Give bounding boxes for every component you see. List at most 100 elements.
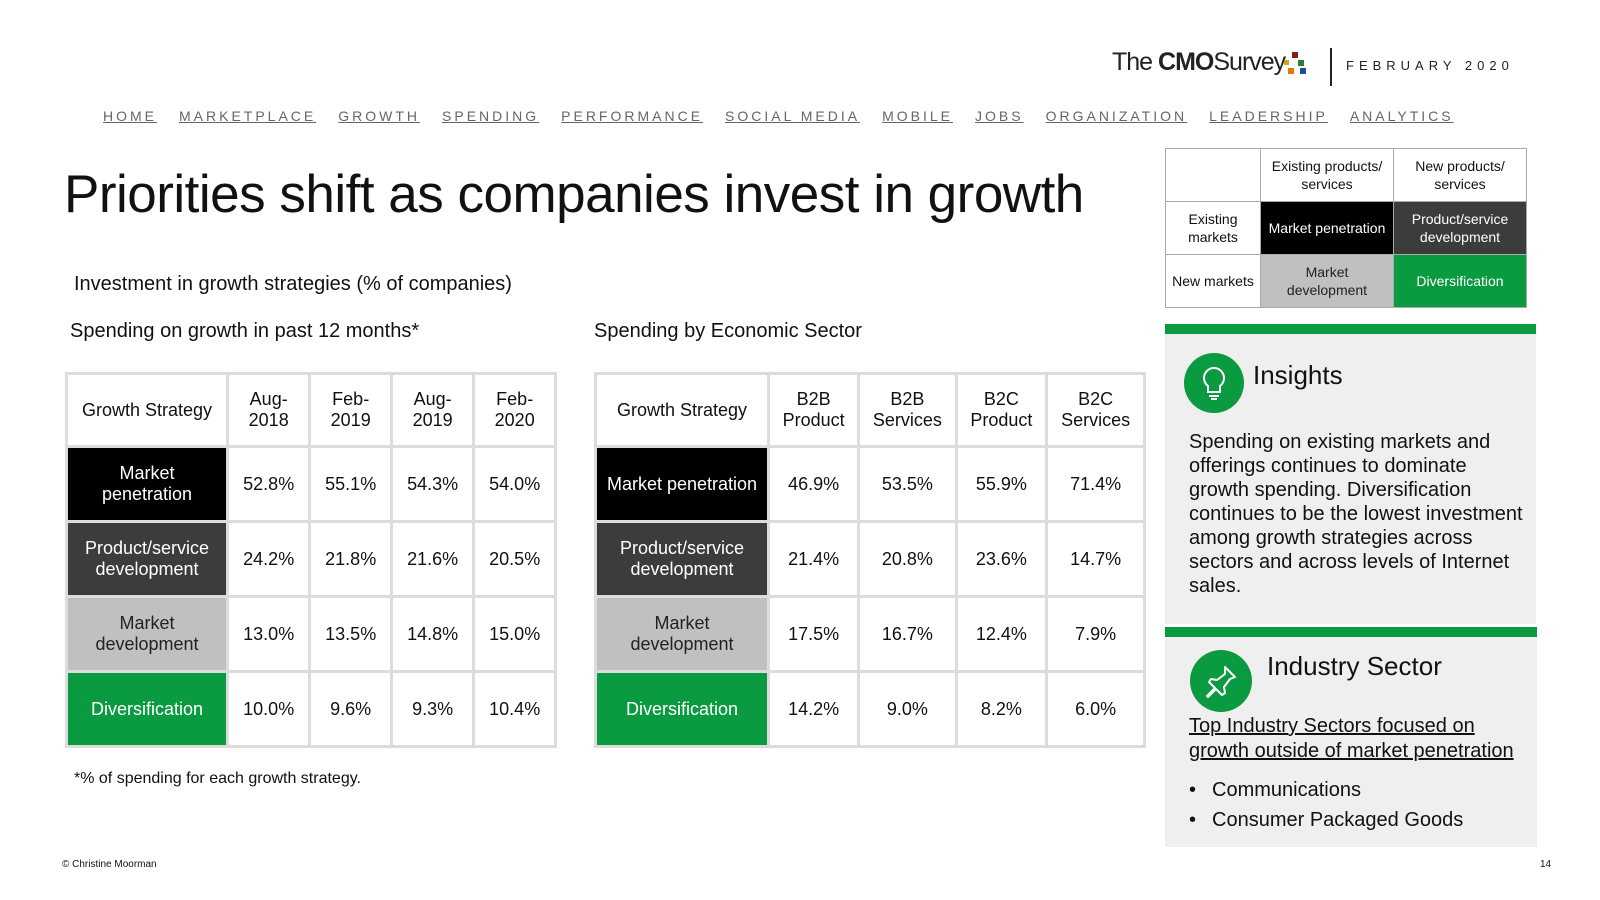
value-cell: 20.8% xyxy=(857,520,958,598)
strategy-cell: Product/service development xyxy=(65,520,229,598)
data-row: Diversification 10.0% 9.6% 9.3% 10.4% xyxy=(65,670,557,748)
matrix-cell: Product/service development xyxy=(1393,201,1527,255)
matrix-row: Existing markets Market penetration Produc… xyxy=(1165,201,1527,255)
logo-the: The xyxy=(1112,48,1153,76)
value-cell: 14.2% xyxy=(766,670,861,748)
logo-dots xyxy=(1284,52,1306,74)
header-cell: B2B Services xyxy=(857,372,958,448)
strategy-cell: Diversification xyxy=(65,670,229,748)
nav-link[interactable]: SPENDING xyxy=(442,108,540,124)
header-cell: Feb-2019 xyxy=(308,372,393,448)
value-cell: 55.1% xyxy=(308,445,393,523)
value-cell: 15.0% xyxy=(472,595,557,673)
value-cell: 6.0% xyxy=(1045,670,1146,748)
strategy-cell: Market penetration xyxy=(594,445,770,523)
insights-text: Spending on existing markets and offerin… xyxy=(1189,431,1523,597)
copyright: © Christine Moorman xyxy=(62,859,157,870)
industry-link[interactable]: Top Industry Sectors focused on growth o… xyxy=(1189,715,1514,762)
value-cell: 71.4% xyxy=(1045,445,1146,523)
industry-item: Communications xyxy=(1189,775,1463,805)
header-cell: B2B Product xyxy=(766,372,861,448)
pin-icon xyxy=(1190,650,1252,712)
value-cell: 23.6% xyxy=(954,520,1049,598)
header-cell: Growth Strategy xyxy=(65,372,229,448)
value-cell: 9.6% xyxy=(308,670,393,748)
logo-survey: Survey xyxy=(1213,48,1286,76)
growth-table: Growth Strategy Aug-2018 Feb-2019 Aug-2019 F… xyxy=(65,372,557,748)
data-row: Diversification 14.2% 9.0% 8.2% 6.0% xyxy=(594,670,1146,748)
data-row: Product/service development 24.2% 21.8% 21.… xyxy=(65,520,557,598)
value-cell: 53.5% xyxy=(857,445,958,523)
nav-link[interactable]: HOME xyxy=(103,108,157,124)
matrix-cell: Market penetration xyxy=(1260,201,1394,255)
matrix-cell: Market development xyxy=(1260,254,1394,308)
strategy-cell: Product/service development xyxy=(594,520,770,598)
header-cell: B2C Product xyxy=(954,372,1049,448)
logo-cmo: CMO xyxy=(1158,48,1214,76)
strategy-cell: Market development xyxy=(65,595,229,673)
strategy-cell: Market development xyxy=(594,595,770,673)
data-row: Market penetration 52.8% 55.1% 54.3% 54.0% xyxy=(65,445,557,523)
industry-list: CommunicationsConsumer Packaged Goods xyxy=(1189,775,1463,835)
nav-link[interactable]: LEADERSHIP xyxy=(1209,108,1328,124)
bulb-icon xyxy=(1184,353,1244,413)
header-row: Growth Strategy B2B Product B2B Services B2… xyxy=(594,372,1146,448)
value-cell: 8.2% xyxy=(954,670,1049,748)
industry-item: Consumer Packaged Goods xyxy=(1189,805,1463,835)
matrix-header: Existing products/ services New products/… xyxy=(1165,148,1527,202)
date: FEBRUARY 2020 xyxy=(1346,58,1514,73)
industry-box: Industry Sector Top Industry Sectors foc… xyxy=(1165,627,1537,847)
nav-link[interactable]: JOBS xyxy=(975,108,1024,124)
value-cell: 16.7% xyxy=(857,595,958,673)
header-cell: Growth Strategy xyxy=(594,372,770,448)
title: Priorities shift as companies invest in … xyxy=(64,165,1084,224)
insights-title: Insights xyxy=(1253,360,1343,390)
nav: HOME MARKETPLACE GROWTH SPENDING PERFORMANCE… xyxy=(103,108,1454,124)
matrix-cell: Diversification xyxy=(1393,254,1527,308)
value-cell: 13.5% xyxy=(308,595,393,673)
value-cell: 9.0% xyxy=(857,670,958,748)
value-cell: 9.3% xyxy=(389,670,476,748)
nav-link[interactable]: ORGANIZATION xyxy=(1045,108,1188,124)
page-number: 14 xyxy=(1540,859,1552,870)
value-cell: 54.3% xyxy=(389,445,476,523)
header-cell: Aug-2018 xyxy=(225,372,312,448)
strategy-cell: Market penetration xyxy=(65,445,229,523)
sector-table: Growth Strategy B2B Product B2B Services B2… xyxy=(594,372,1146,748)
header-cell: B2C Services xyxy=(1045,372,1146,448)
matrix-header-cell: New products/ services xyxy=(1393,148,1527,202)
footnote: *% of spending for each growth strategy. xyxy=(74,770,361,787)
insights-box: Insights Spending on existing markets an… xyxy=(1165,324,1536,624)
value-cell: 21.4% xyxy=(766,520,861,598)
value-cell: 12.4% xyxy=(954,595,1049,673)
matrix-cell: Existing markets xyxy=(1165,201,1261,255)
nav-link[interactable]: ANALYTICS xyxy=(1349,108,1454,124)
nav-link[interactable]: MOBILE xyxy=(882,108,954,124)
value-cell: 24.2% xyxy=(225,520,312,598)
nav-link[interactable]: PERFORMANCE xyxy=(561,108,704,124)
nav-link[interactable]: GROWTH xyxy=(338,108,421,124)
value-cell: 20.5% xyxy=(472,520,557,598)
strategy-cell: Diversification xyxy=(594,670,770,748)
matrix-header-cell: Existing products/ services xyxy=(1260,148,1394,202)
logo: The CMOSurvey xyxy=(1112,48,1286,77)
data-row: Market development 17.5% 16.7% 12.4% 7.9% xyxy=(594,595,1146,673)
value-cell: 21.8% xyxy=(308,520,393,598)
nav-link[interactable]: MARKETPLACE xyxy=(179,108,317,124)
data-row: Market penetration 46.9% 53.5% 55.9% 71.4% xyxy=(594,445,1146,523)
matrix-row: New markets Market development Diversifica… xyxy=(1165,254,1527,308)
header-cell: Feb-2020 xyxy=(472,372,557,448)
header-row: Growth Strategy Aug-2018 Feb-2019 Aug-2019 F… xyxy=(65,372,557,448)
value-cell: 54.0% xyxy=(472,445,557,523)
table-caption: Spending by Economic Sector xyxy=(594,320,862,342)
value-cell: 10.0% xyxy=(225,670,312,748)
nav-link[interactable]: SOCIAL MEDIA xyxy=(725,108,861,124)
value-cell: 46.9% xyxy=(766,445,861,523)
table-caption: Spending on growth in past 12 months* xyxy=(70,320,420,342)
value-cell: 21.6% xyxy=(389,520,476,598)
value-cell: 14.8% xyxy=(389,595,476,673)
value-cell: 13.0% xyxy=(225,595,312,673)
subtitle: Investment in growth strategies (% of co… xyxy=(74,273,512,295)
